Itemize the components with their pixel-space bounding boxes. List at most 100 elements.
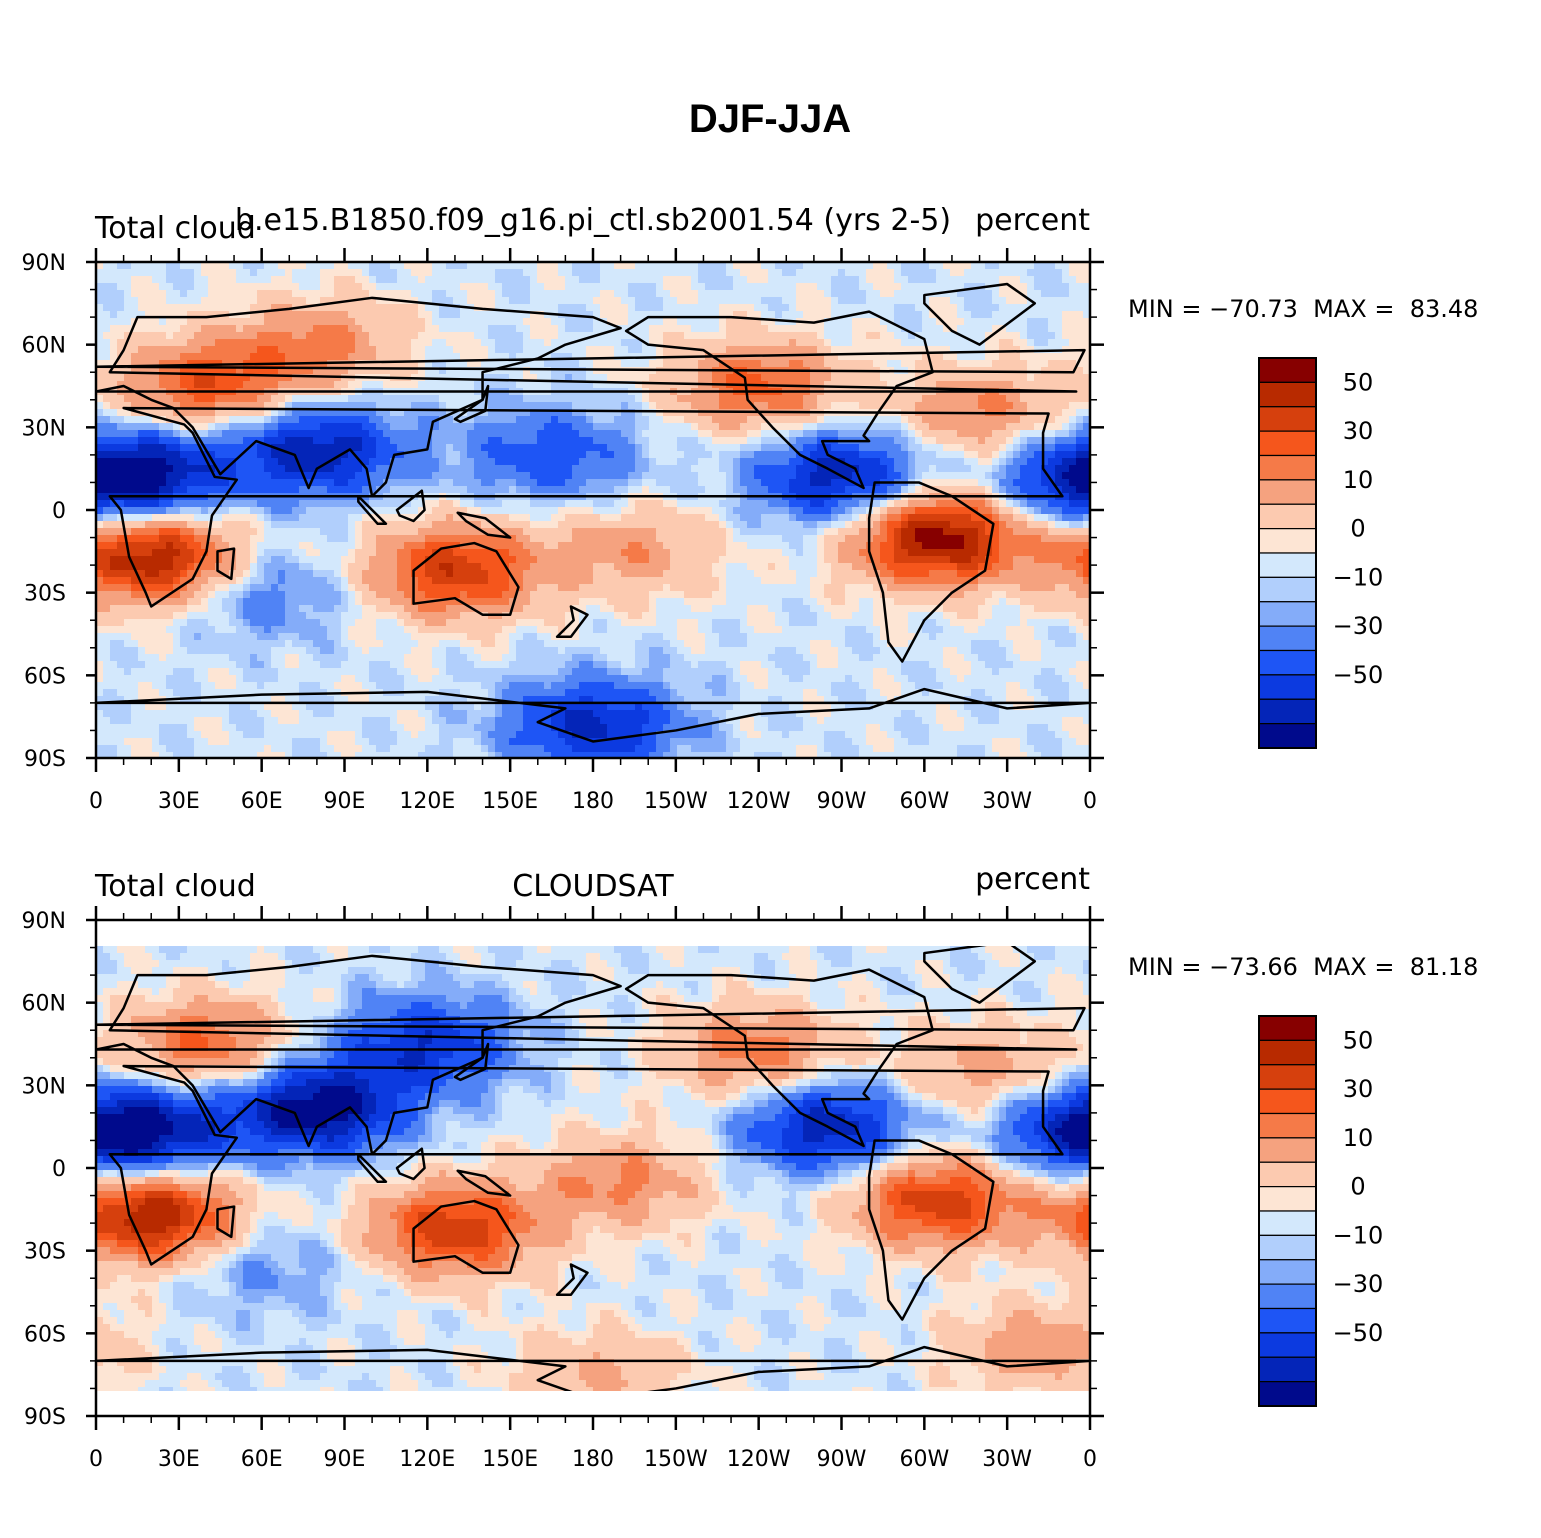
field-cell <box>481 416 489 424</box>
field-cell <box>866 269 874 277</box>
field-cell <box>124 430 132 438</box>
field-cell <box>593 367 601 375</box>
field-cell <box>306 318 314 326</box>
field-cell <box>628 297 636 305</box>
field-cell <box>152 395 160 403</box>
field-cell <box>481 472 489 480</box>
field-cell <box>278 339 286 347</box>
field-cell <box>509 444 517 452</box>
field-cell <box>1041 402 1049 410</box>
field-cell <box>404 269 412 277</box>
field-cell <box>1062 416 1070 424</box>
field-cell <box>586 395 594 403</box>
field-cell <box>1076 311 1084 319</box>
field-cell <box>628 290 636 298</box>
field-cell <box>355 262 363 270</box>
field-cell <box>964 339 972 347</box>
field-cell <box>271 283 279 291</box>
field-cell <box>824 486 832 494</box>
field-cell <box>1034 472 1042 480</box>
field-cell <box>495 304 503 312</box>
field-cell <box>495 430 503 438</box>
field-cell <box>824 262 832 270</box>
field-cell <box>684 402 692 410</box>
field-cell <box>600 353 608 361</box>
field-cell <box>768 458 776 466</box>
field-cell <box>663 451 671 459</box>
field-cell <box>824 346 832 354</box>
field-cell <box>978 402 986 410</box>
field-cell <box>96 500 104 508</box>
field-cell <box>96 283 104 291</box>
field-cell <box>201 381 209 389</box>
field-cell <box>1076 416 1084 424</box>
field-cell <box>523 416 531 424</box>
field-cell <box>859 325 867 333</box>
field-cell <box>551 325 559 333</box>
field-cell <box>796 416 804 424</box>
field-cell <box>845 283 853 291</box>
field-cell <box>509 423 517 431</box>
field-cell <box>852 500 860 508</box>
field-cell <box>138 318 146 326</box>
field-cell <box>124 283 132 291</box>
field-cell <box>978 311 986 319</box>
field-cell <box>250 332 258 340</box>
field-cell <box>159 444 167 452</box>
field-cell <box>1034 283 1042 291</box>
field-cell <box>152 500 160 508</box>
field-cell <box>964 472 972 480</box>
field-cell <box>684 262 692 270</box>
field-cell <box>761 332 769 340</box>
field-cell <box>1069 304 1077 312</box>
field-cell <box>530 290 538 298</box>
field-cell <box>684 269 692 277</box>
field-cell <box>1034 458 1042 466</box>
field-cell <box>1055 304 1063 312</box>
field-cell <box>376 451 384 459</box>
field-cell <box>166 465 174 473</box>
field-cell <box>138 367 146 375</box>
field-cell <box>782 290 790 298</box>
field-cell <box>1083 262 1090 270</box>
field-cell <box>180 332 188 340</box>
field-cell <box>523 409 531 417</box>
field-cell <box>572 472 580 480</box>
field-cell <box>593 423 601 431</box>
field-cell <box>355 325 363 333</box>
field-cell <box>369 458 377 466</box>
field-cell <box>964 479 972 487</box>
field-cell <box>173 500 181 508</box>
field-cell <box>845 304 853 312</box>
field-cell <box>243 465 251 473</box>
field-cell <box>411 283 419 291</box>
field-cell <box>278 423 286 431</box>
field-cell <box>278 325 286 333</box>
field-cell <box>663 444 671 452</box>
field-cell <box>404 430 412 438</box>
field-cell <box>733 297 741 305</box>
field-cell <box>404 444 412 452</box>
field-cell <box>481 486 489 494</box>
field-cell <box>943 318 951 326</box>
field-cell <box>726 437 734 445</box>
field-cell <box>768 353 776 361</box>
field-cell <box>243 423 251 431</box>
field-cell <box>586 339 594 347</box>
field-cell <box>348 381 356 389</box>
field-cell <box>838 444 846 452</box>
field-cell <box>964 423 972 431</box>
field-cell <box>747 311 755 319</box>
field-cell <box>600 297 608 305</box>
field-cell <box>642 325 650 333</box>
field-cell <box>348 486 356 494</box>
field-cell <box>1006 304 1014 312</box>
field-cell <box>166 507 174 515</box>
field-cell <box>614 437 622 445</box>
field-cell <box>866 339 874 347</box>
field-cell <box>740 283 748 291</box>
field-cell <box>593 318 601 326</box>
field-cell <box>838 402 846 410</box>
field-cell <box>642 262 650 270</box>
field-cell <box>544 269 552 277</box>
